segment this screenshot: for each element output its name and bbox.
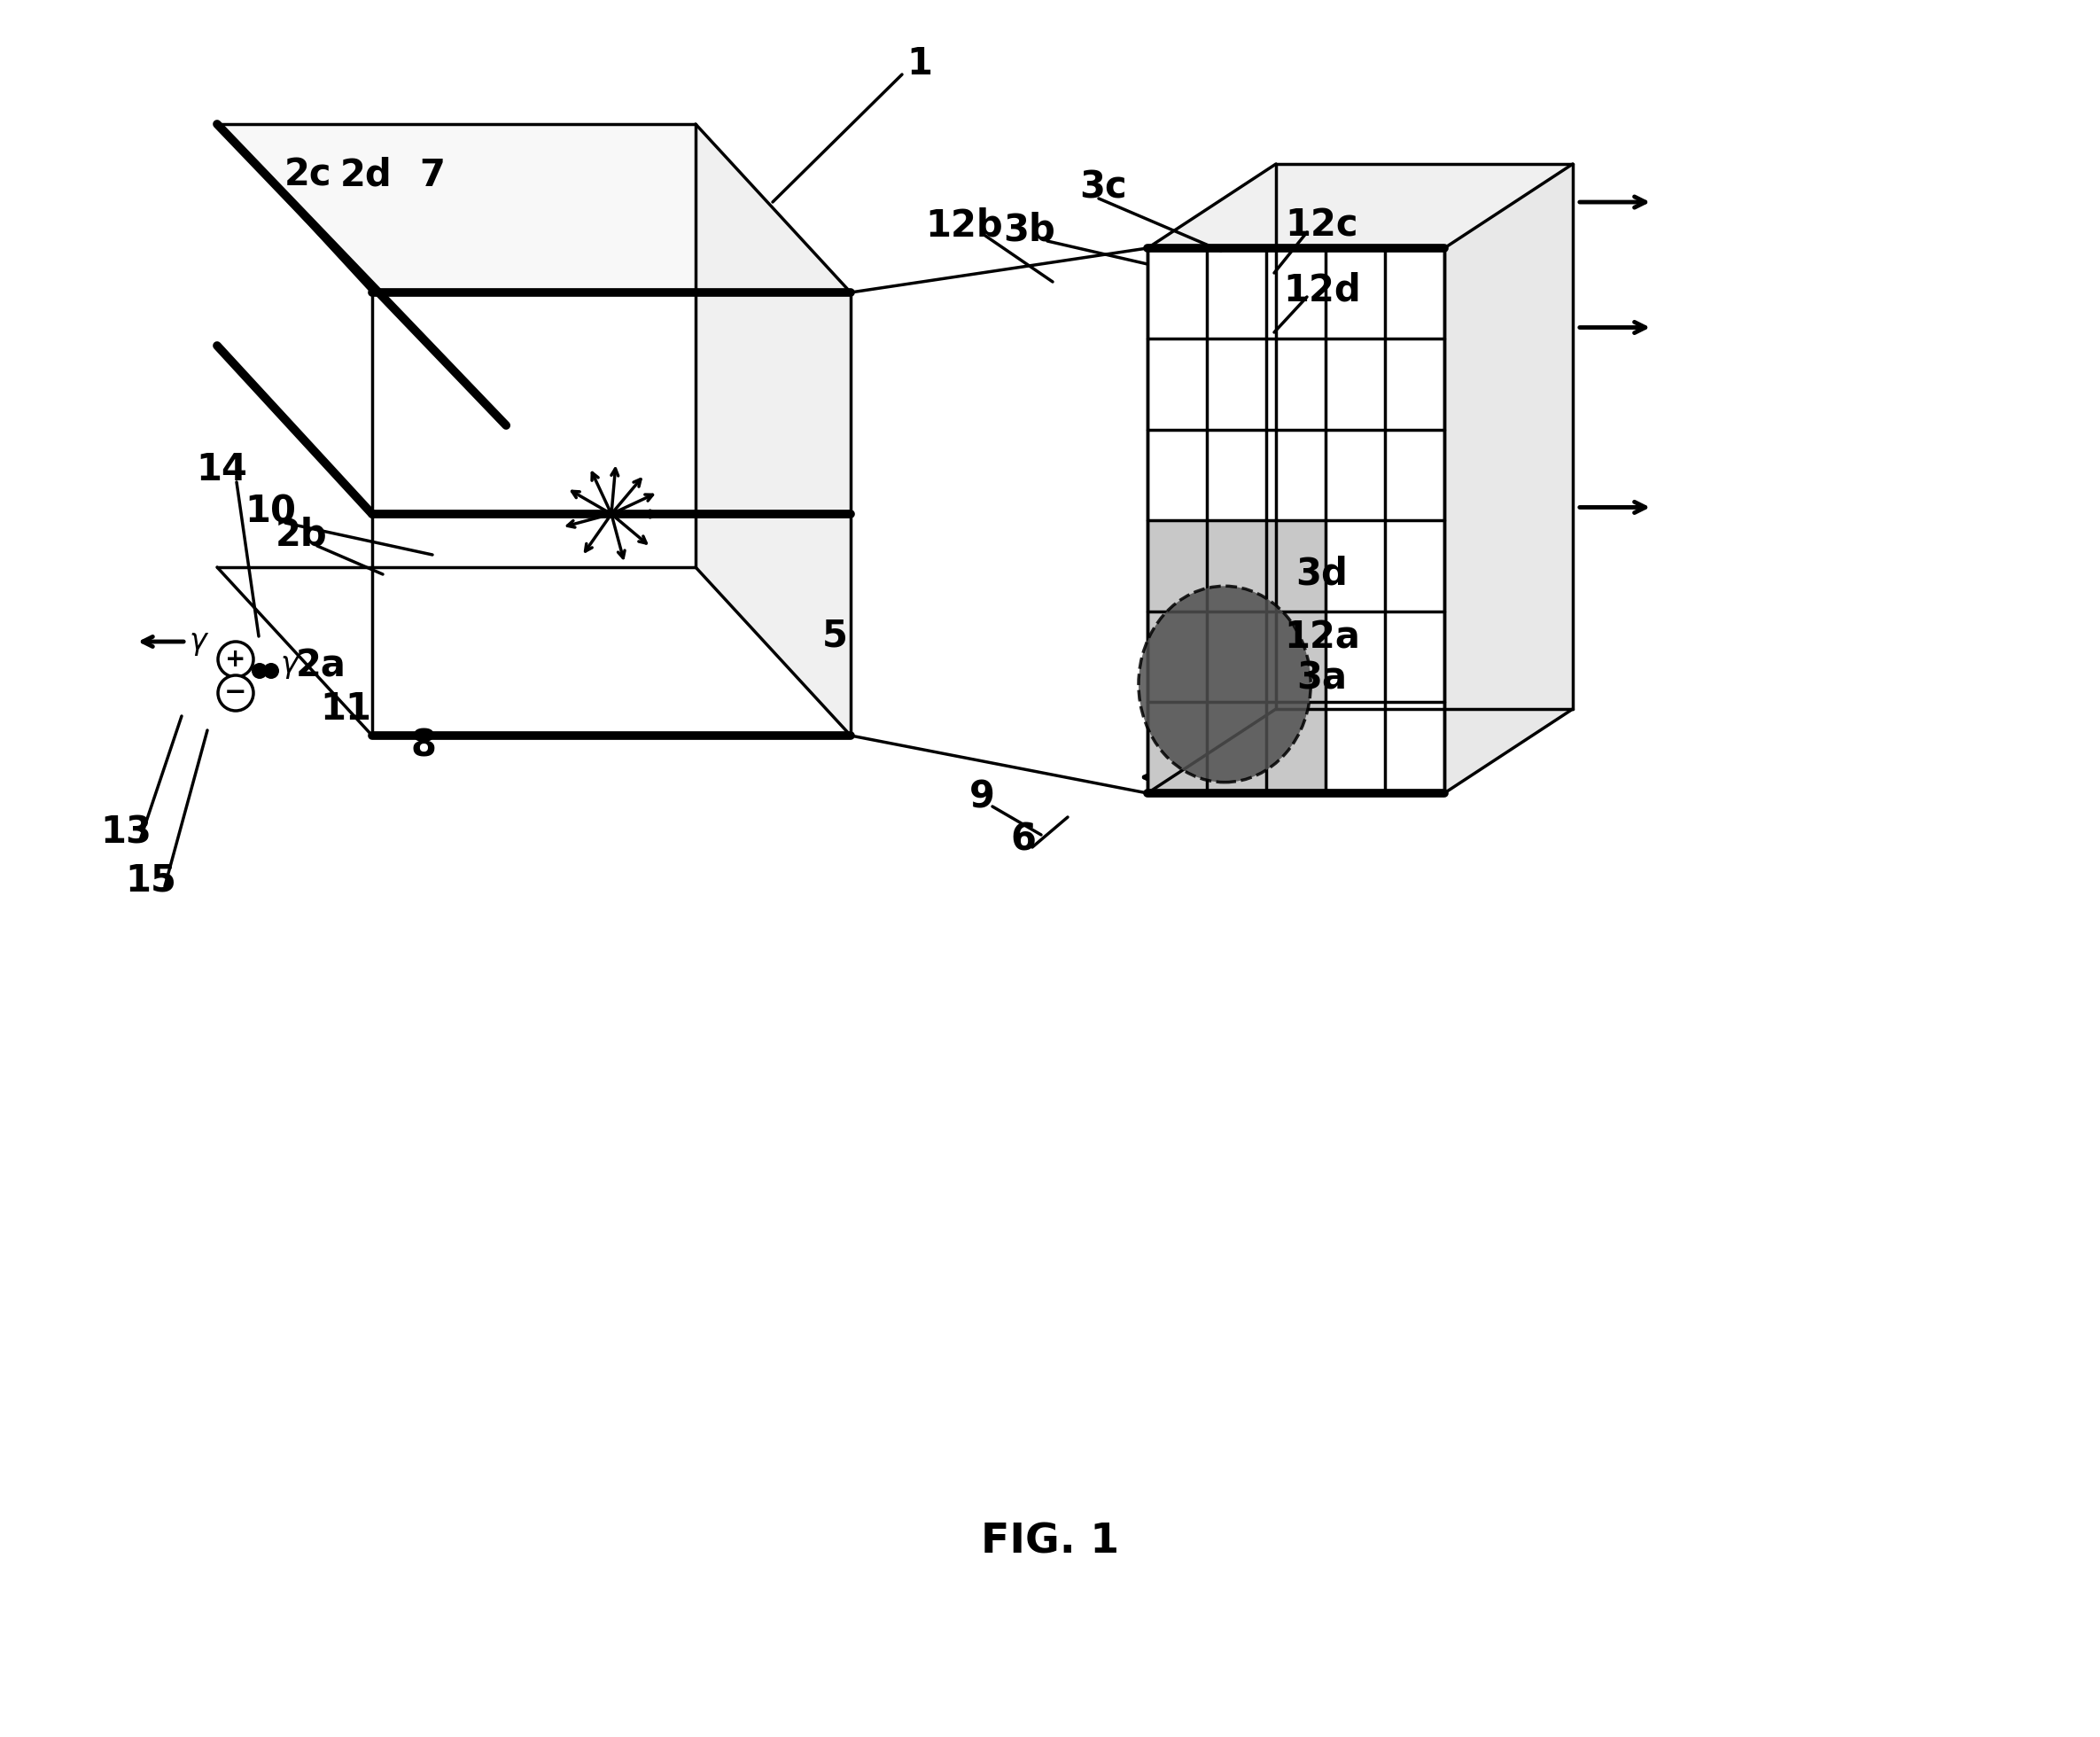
Text: 8: 8	[412, 728, 437, 764]
Text: 12c: 12c	[1285, 207, 1359, 245]
Circle shape	[218, 676, 254, 710]
Text: 3b: 3b	[1004, 212, 1056, 248]
Polygon shape	[1445, 163, 1573, 794]
Text: 2c: 2c	[286, 156, 332, 195]
Text: 3a: 3a	[1298, 660, 1348, 697]
Text: 14: 14	[195, 452, 248, 488]
Text: +: +	[225, 646, 246, 672]
Text: 12a: 12a	[1283, 620, 1361, 657]
Text: γ: γ	[279, 650, 298, 679]
Text: 2a: 2a	[296, 648, 346, 684]
Text: −: −	[225, 681, 248, 705]
Text: 10: 10	[244, 493, 296, 532]
Polygon shape	[1147, 248, 1445, 794]
Circle shape	[262, 664, 279, 679]
Text: 7: 7	[420, 156, 445, 195]
Circle shape	[218, 641, 254, 677]
Circle shape	[252, 664, 267, 679]
Polygon shape	[372, 292, 851, 735]
Text: 11: 11	[319, 690, 372, 728]
Polygon shape	[1147, 163, 1573, 248]
Text: 1: 1	[907, 45, 932, 82]
Text: 12d: 12d	[1283, 273, 1361, 309]
Polygon shape	[695, 123, 850, 735]
Text: 15: 15	[126, 862, 176, 900]
Text: 2b: 2b	[275, 516, 328, 554]
Polygon shape	[1147, 521, 1325, 794]
Text: FIG. 1: FIG. 1	[981, 1522, 1119, 1562]
Text: 9: 9	[968, 778, 995, 816]
Text: 2d: 2d	[340, 156, 393, 195]
Text: γ: γ	[189, 627, 206, 657]
Text: 3c: 3c	[1079, 168, 1128, 207]
Ellipse shape	[1138, 585, 1310, 782]
Text: 13: 13	[101, 815, 151, 851]
Text: 3d: 3d	[1296, 556, 1348, 592]
Text: 5: 5	[821, 618, 848, 655]
Polygon shape	[216, 123, 851, 292]
Text: 6: 6	[1010, 822, 1035, 858]
Text: 12b: 12b	[926, 207, 1004, 245]
